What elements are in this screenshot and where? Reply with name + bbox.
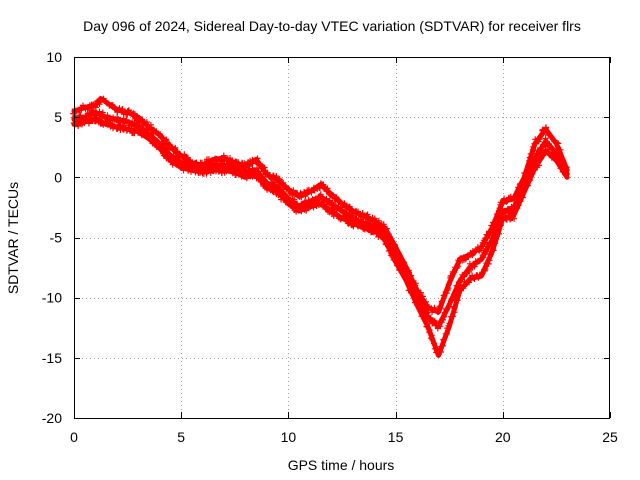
x-tick-label: 5 <box>177 429 185 445</box>
y-tick-label: -10 <box>42 290 62 306</box>
x-tick-label: 15 <box>388 429 404 445</box>
y-tick-labels: -20 -15 -10 -5 0 5 10 <box>42 49 62 426</box>
y-tick-label: -20 <box>42 410 62 426</box>
x-tick-label: 0 <box>70 429 78 445</box>
x-tick-label: 25 <box>602 429 618 445</box>
y-tick-label: 0 <box>54 169 62 185</box>
x-tick-label: 10 <box>281 429 297 445</box>
x-axis-label: GPS time / hours <box>288 457 395 473</box>
y-tick-label: -15 <box>42 350 62 366</box>
axis-ticks <box>74 57 611 419</box>
series-2 <box>70 107 570 332</box>
y-tick-label: 5 <box>54 109 62 125</box>
x-tick-labels: 0 5 10 15 20 25 <box>70 429 618 445</box>
data-series <box>70 95 570 358</box>
chart-title: Day 096 of 2024, Sidereal Day-to-day VTE… <box>83 18 581 34</box>
grid <box>74 57 610 418</box>
y-tick-label: 10 <box>46 49 62 65</box>
y-tick-label: -5 <box>50 230 63 246</box>
x-tick-label: 20 <box>495 429 511 445</box>
y-axis-label: SDTVAR / TECUs <box>5 182 21 294</box>
series-markers <box>70 112 570 357</box>
series-3 <box>70 112 570 358</box>
